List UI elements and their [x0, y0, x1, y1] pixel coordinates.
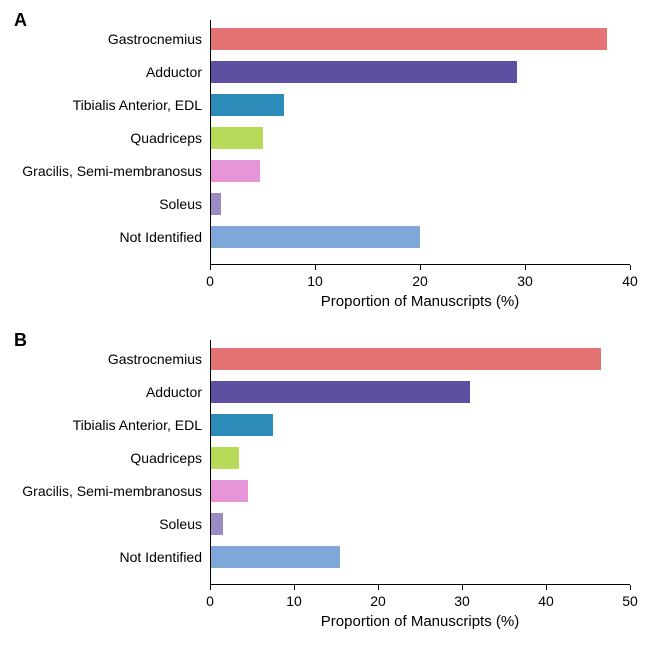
bar-label: Quadriceps: [130, 447, 202, 469]
bar-label: Adductor: [146, 381, 202, 403]
x-tick: [630, 585, 631, 590]
bar-label: Tibialis Anterior, EDL: [73, 94, 202, 116]
x-tick-label: 10: [307, 273, 323, 289]
x-tick: [210, 585, 211, 590]
x-tick-label: 40: [622, 273, 638, 289]
x-tick-label: 20: [412, 273, 428, 289]
x-tick-label: 30: [517, 273, 533, 289]
x-tick: [462, 585, 463, 590]
bar-label: Soleus: [159, 193, 202, 215]
bar: [210, 348, 601, 370]
figure-root: A GastrocnemiusAdductorTibialis Anterior…: [0, 0, 666, 645]
x-tick-label: 10: [286, 593, 302, 609]
x-tick: [546, 585, 547, 590]
x-tick: [420, 265, 421, 270]
bar-label: Not Identified: [120, 546, 203, 568]
bar: [210, 513, 223, 535]
bar-label: Not Identified: [120, 226, 203, 248]
x-tick: [630, 265, 631, 270]
x-axis-title: Proportion of Manuscripts (%): [321, 293, 519, 310]
bar: [210, 414, 273, 436]
y-axis-line: [210, 20, 211, 265]
x-tick-label: 20: [370, 593, 386, 609]
bar-label: Gracilis, Semi-membranosus: [22, 160, 202, 182]
x-tick-label: 0: [206, 593, 214, 609]
panel-a-plot: GastrocnemiusAdductorTibialis Anterior, …: [210, 20, 630, 265]
bar-label: Gracilis, Semi-membranosus: [22, 480, 202, 502]
x-tick: [525, 265, 526, 270]
bar: [210, 193, 221, 215]
bar: [210, 160, 260, 182]
bar-label: Adductor: [146, 61, 202, 83]
bar-label: Gastrocnemius: [108, 28, 202, 50]
panel-b-plot: GastrocnemiusAdductorTibialis Anterior, …: [210, 340, 630, 585]
bar-label: Soleus: [159, 513, 202, 535]
x-axis-title: Proportion of Manuscripts (%): [321, 613, 519, 630]
x-tick: [210, 265, 211, 270]
bar: [210, 381, 470, 403]
panel-b-label: B: [14, 330, 27, 351]
bar: [210, 546, 340, 568]
bar-label: Quadriceps: [130, 127, 202, 149]
x-tick-label: 40: [538, 593, 554, 609]
bar: [210, 447, 239, 469]
bar: [210, 94, 284, 116]
bar: [210, 226, 420, 248]
bar: [210, 28, 607, 50]
x-tick: [378, 585, 379, 590]
x-tick-label: 30: [454, 593, 470, 609]
x-tick-label: 0: [206, 273, 214, 289]
x-tick: [315, 265, 316, 270]
y-axis-line: [210, 340, 211, 585]
panel-a-label: A: [14, 10, 27, 31]
x-tick: [294, 585, 295, 590]
bar: [210, 61, 517, 83]
x-tick-label: 50: [622, 593, 638, 609]
bar-label: Gastrocnemius: [108, 348, 202, 370]
bar-label: Tibialis Anterior, EDL: [73, 414, 202, 436]
bar: [210, 127, 263, 149]
bar: [210, 480, 248, 502]
x-axis-line: [210, 584, 630, 585]
